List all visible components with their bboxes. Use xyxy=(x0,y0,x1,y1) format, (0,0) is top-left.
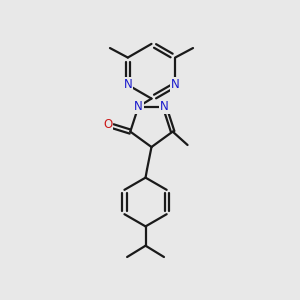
Text: O: O xyxy=(103,118,112,131)
Text: N: N xyxy=(160,100,169,113)
Text: N: N xyxy=(171,78,179,92)
Text: N: N xyxy=(134,100,143,113)
Text: N: N xyxy=(123,78,132,92)
